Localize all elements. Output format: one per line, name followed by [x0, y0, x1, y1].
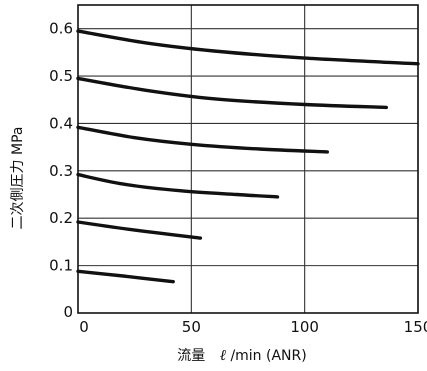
x-tick-label-3: 150 [404, 318, 427, 336]
x-tick-label-0: 0 [79, 318, 89, 336]
y-origin-label: 0 [63, 303, 73, 321]
y-tick-label-5: 0.6 [49, 20, 73, 38]
y-axis-title: 二次側圧力 MPa [10, 127, 26, 230]
x-axis-title: 流量 ℓ /min (ANR) [177, 346, 306, 364]
series-line-5 [76, 29, 420, 66]
x-tick-label-2: 100 [290, 318, 319, 336]
grid-lines [78, 5, 419, 313]
x-axis-title-unit: /min [230, 348, 261, 364]
y-tick-label-4: 0.5 [49, 67, 73, 85]
series-line-0 [76, 269, 175, 284]
plot-frame [77, 4, 419, 314]
series-line-3 [76, 125, 329, 154]
tick-labels: 0.1 0.2 0.3 0.4 0.5 0.6 00 50 100 150 [49, 20, 427, 336]
series-line-1 [76, 220, 203, 240]
x-tick-label-1: 50 [182, 318, 201, 336]
series-lines [76, 29, 420, 284]
x-axis-title-suffix: (ANR) [266, 348, 307, 364]
series-line-4 [76, 76, 388, 110]
y-tick-label-2: 0.3 [49, 162, 73, 180]
y-tick-label-3: 0.4 [49, 114, 73, 132]
y-tick-label-0: 0.1 [49, 257, 73, 275]
x-axis-title-prefix: 流量 [177, 348, 205, 364]
x-axis-title-unit-symbol: ℓ [220, 346, 226, 364]
series-line-2 [76, 172, 280, 199]
y-tick-label-1: 0.2 [49, 209, 73, 227]
